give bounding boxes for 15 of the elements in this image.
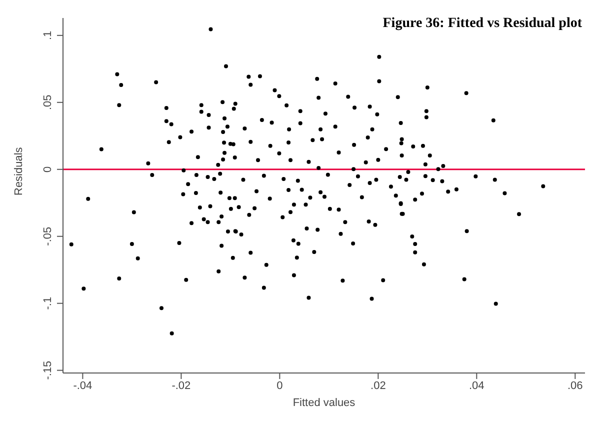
x-tick-label: .02 <box>370 380 386 392</box>
y-tick-label: .05 <box>42 94 54 110</box>
y-tick-label: -.05 <box>42 226 54 246</box>
y-tick-label: -.15 <box>42 360 54 380</box>
x-axis-title: Fitted values <box>292 397 356 409</box>
y-tick-label: .1 <box>42 30 54 40</box>
chart-title: Figure 36: Fitted vs Residual plot <box>382 16 582 32</box>
x-tick-label: .04 <box>469 380 484 392</box>
y-tick-label: -.1 <box>42 296 54 310</box>
x-tick-label: -.02 <box>172 380 191 392</box>
x-tick-label: 0 <box>276 380 283 392</box>
x-tick-label: -.04 <box>73 380 92 392</box>
x-tick-label: .06 <box>568 380 583 392</box>
y-axis-title: Residuals <box>12 146 25 196</box>
y-tick-label: 0 <box>42 166 54 172</box>
